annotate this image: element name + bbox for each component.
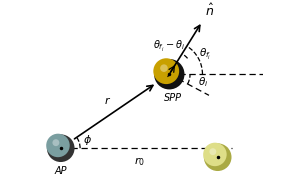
Circle shape (153, 58, 179, 84)
Circle shape (154, 59, 185, 89)
Circle shape (46, 134, 70, 157)
Text: $\theta_{f_i} - \theta_i$: $\theta_{f_i} - \theta_i$ (153, 39, 185, 54)
Text: AP: AP (54, 166, 67, 176)
Text: $\theta_i$: $\theta_i$ (199, 75, 209, 89)
Circle shape (160, 64, 168, 72)
Text: r: r (104, 96, 109, 106)
Text: $\phi$: $\phi$ (83, 133, 92, 147)
Circle shape (209, 148, 216, 155)
Circle shape (203, 143, 227, 166)
Circle shape (204, 143, 232, 171)
Circle shape (52, 139, 59, 146)
Text: $\hat{n}$: $\hat{n}$ (205, 3, 214, 19)
Circle shape (47, 134, 74, 162)
Text: $r_0$: $r_0$ (134, 155, 145, 168)
Text: SPP: SPP (164, 93, 182, 103)
Text: $\theta_{f_i}$: $\theta_{f_i}$ (199, 46, 212, 62)
